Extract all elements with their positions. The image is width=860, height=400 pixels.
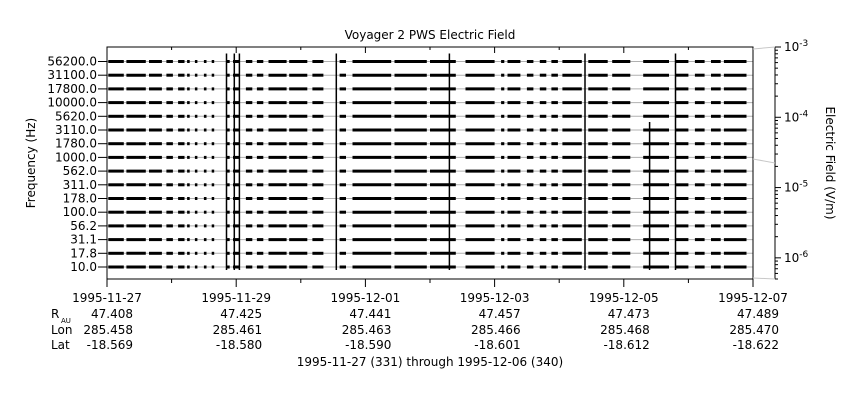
y-tick-label: 17800.0: [47, 82, 97, 96]
y-tick-label: 56.2: [70, 219, 97, 233]
ephemeris-label-r-sub: AU: [61, 317, 71, 325]
plot-frame: [106, 46, 754, 280]
ephemeris-value: 285.463: [342, 323, 392, 337]
ephemeris-label-lat: Lat: [51, 338, 70, 352]
y-tick-label: 311.0: [63, 178, 97, 192]
y-tick-label: 1780.0: [55, 137, 97, 151]
ephemeris-value: -18.590: [345, 338, 391, 352]
ephemeris-value: 47.408: [91, 307, 133, 321]
colorbar: 10-3 10-4 10-5 10-6: [752, 39, 809, 280]
ephemeris-row-labels: R AU Lon Lat: [51, 307, 72, 352]
ephemeris-value: 47.425: [220, 307, 262, 321]
data-lines: [107, 53, 753, 270]
x-tick-label: 1995-12-01: [331, 291, 401, 305]
y-tick-label: 10.0: [70, 260, 97, 274]
ephemeris-value: 47.457: [479, 307, 521, 321]
ephemeris-value: 285.470: [729, 323, 779, 337]
x-tick-label: 1995-12-03: [460, 291, 530, 305]
colorbar-tick-label: 10-4: [784, 109, 809, 124]
colorbar-connector: [752, 277, 776, 280]
ephemeris-value: 285.468: [600, 323, 650, 337]
y-tick-label: 3110.0: [55, 123, 97, 137]
y-axis-label: Frequency (Hz): [24, 118, 38, 209]
x-tick-label: 1995-11-29: [201, 291, 271, 305]
x-tick-label: 1995-12-05: [589, 291, 659, 305]
y-tick-label: 17.8: [70, 246, 97, 260]
ephemeris-value: 285.466: [471, 323, 521, 337]
y-channel-labels: 10.017.831.156.2100.0178.0311.0562.01000…: [47, 55, 107, 274]
ephemeris-label-r: R: [51, 307, 59, 321]
colorbar-label: Electric Field (V/m): [823, 106, 837, 219]
ephemeris-value: 47.473: [608, 307, 650, 321]
ephemeris-value: -18.612: [603, 338, 649, 352]
ephemeris-value: -18.622: [733, 338, 779, 352]
y-tick-label: 178.0: [63, 192, 97, 206]
chart-title: Voyager 2 PWS Electric Field: [345, 28, 516, 42]
colorbar-connector: [752, 158, 776, 164]
x-tick-label: 1995-12-07: [718, 291, 788, 305]
colorbar-tick-label: 10-6: [784, 250, 809, 265]
y-tick-label: 10000.0: [47, 96, 97, 110]
y-tick-label: 31.1: [70, 233, 97, 247]
ephemeris-value: -18.569: [87, 338, 133, 352]
y-tick-label: 100.0: [63, 205, 97, 219]
ephemeris-value: 47.489: [737, 307, 779, 321]
y-tick-label: 1000.0: [55, 150, 97, 164]
y-tick-label: 5620.0: [55, 109, 97, 123]
colorbar-tick-label: 10-5: [784, 180, 808, 195]
ephemeris-table: 47.408 285.458-18.569 47.425 285.461-18.580…: [83, 307, 779, 352]
x-axis-label: 1995-11-27 (331) through 1995-12-06 (340…: [297, 355, 563, 369]
y-tick-label: 56200.0: [47, 55, 97, 69]
y-tick-label: 562.0: [63, 164, 97, 178]
ephemeris-label-lon: Lon: [51, 323, 72, 337]
ephemeris-value: 47.441: [349, 307, 391, 321]
y-tick-label: 31100.0: [47, 68, 97, 82]
ephemeris-value: 285.458: [83, 323, 133, 337]
x-axis-ticks: 1995-11-27 1995-11-29 1995-12-01 1995-12-03…: [72, 47, 788, 305]
colorbar-tick-label: 10-3: [784, 39, 808, 54]
x-tick-label: 1995-11-27: [72, 291, 142, 305]
ephemeris-value: 285.461: [213, 323, 263, 337]
ephemeris-value: -18.601: [474, 338, 520, 352]
colorbar-connector: [752, 46, 776, 50]
ephemeris-value: -18.580: [216, 338, 262, 352]
